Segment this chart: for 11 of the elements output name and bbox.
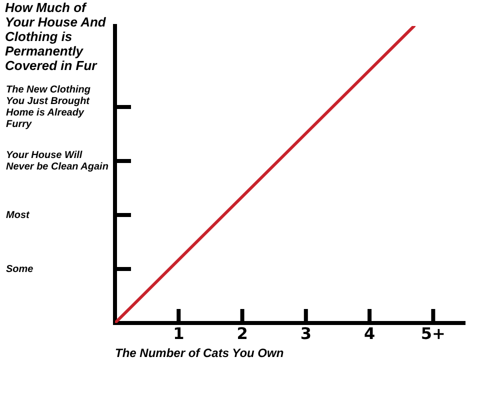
y-axis-title: How Much of Your House And Clothing is Permanently Covered in Fur	[5, 0, 107, 74]
text: Some	[6, 264, 34, 275]
text: The New Clothing You Just Brought Home is Already Furry	[6, 84, 90, 130]
x-tick-label: 4	[364, 324, 376, 343]
x-tick-label: 2	[236, 324, 248, 343]
x-tick-label: 5+	[420, 324, 446, 343]
text: Your House Will Never be Clean Again	[6, 150, 108, 172]
x-tick-label: 1	[173, 324, 184, 343]
text: Most	[6, 210, 30, 221]
x-tick-label: 3	[300, 324, 312, 343]
x-axis-title: The Number of Cats You Own	[115, 346, 284, 360]
